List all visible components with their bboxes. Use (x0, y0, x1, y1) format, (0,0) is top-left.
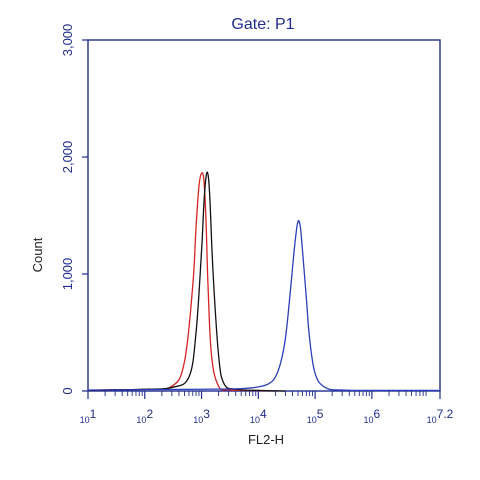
y-tick-label: 0 (60, 387, 75, 394)
x-tick-label: 102 (136, 407, 153, 425)
label-layer: Gate: P1 FL2-H Count (30, 16, 295, 447)
axes-layer: 0 1,000 2,000 3,000 101 102 103 104 105 106 107.2 (60, 24, 454, 425)
x-tick-label: 105 (307, 407, 324, 425)
x-tick-label: 103 (193, 407, 210, 425)
series-layer (87, 171, 439, 392)
x-tick-label: 101 (80, 407, 97, 425)
y-tick-label: 3,000 (60, 24, 75, 57)
y-tick-label: 1,000 (60, 258, 75, 291)
y-axis-label: Count (30, 237, 45, 272)
series-line-3 (87, 219, 439, 392)
x-tick-label: 107.2 (427, 407, 454, 425)
x-tick-label: 106 (364, 407, 381, 425)
x-tick-label: 104 (250, 407, 267, 425)
plot-layer (87, 39, 441, 392)
chart-title: Gate: P1 (231, 16, 294, 33)
y-tick-label: 2,000 (60, 141, 75, 174)
plot-frame (87, 39, 441, 392)
x-axis-label: FL2-H (248, 432, 284, 447)
series-line-2 (87, 171, 286, 392)
